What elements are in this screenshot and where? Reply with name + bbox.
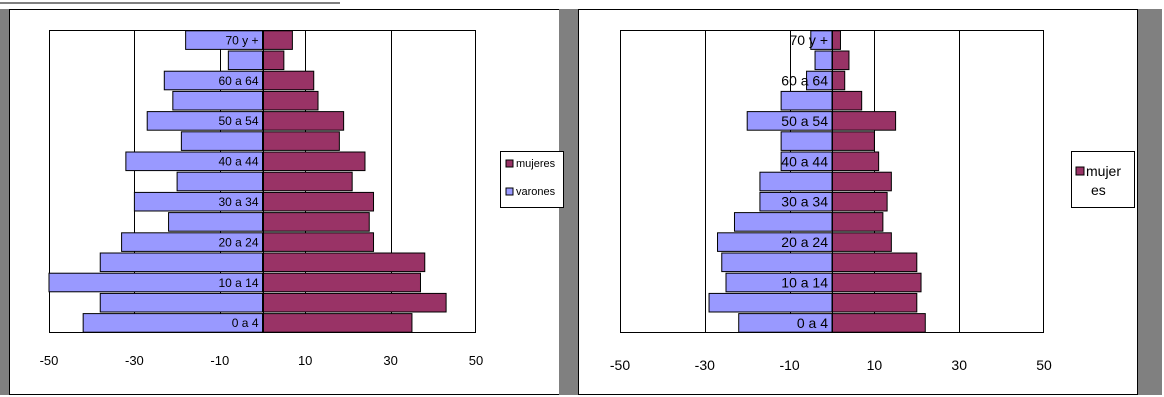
bar-mujeres	[262, 232, 375, 252]
bar-mujeres	[831, 313, 926, 333]
bar-varones	[721, 252, 833, 273]
bar-mujeres	[262, 111, 345, 131]
chart-2: 0 a 4 10 a 14 20 a 24 30 a 34 40 a 44 50 a 54…	[578, 9, 1162, 395]
bar-mujeres	[262, 252, 426, 273]
y-tick-label: 10 a 14	[218, 276, 258, 290]
bar-varones	[172, 90, 263, 111]
x-tick-label: -50	[40, 353, 59, 368]
middle-gray-divider	[568, 9, 578, 395]
legend-label: mujeres	[516, 158, 556, 170]
legend-label: mujer	[1086, 163, 1121, 179]
y-tick-label: 30 a 34	[218, 195, 258, 209]
bar-mujeres	[262, 151, 366, 172]
bar-varones	[82, 313, 263, 333]
legend-swatch	[505, 187, 514, 196]
chart-gray-sidebar	[1138, 9, 1162, 395]
x-tick-label: -10	[779, 357, 799, 373]
bar-mujeres	[262, 171, 353, 192]
bar-mujeres	[831, 292, 918, 313]
bar-varones	[99, 252, 263, 273]
bar-varones	[146, 111, 264, 131]
y-tick-label: 20 a 24	[218, 235, 258, 249]
bar-mujeres	[262, 191, 375, 212]
bar-varones	[133, 191, 263, 212]
chart-1: 0 a 4 10 a 14 20 a 24 30 a 34 40 a 44 50 a 54…	[0, 2, 572, 395]
y-tick-label: 50 a 54	[218, 114, 258, 128]
x-tick-label: 10	[298, 353, 312, 368]
bar-varones	[185, 30, 263, 50]
x-tick-label: 30	[951, 357, 967, 373]
bar-mujeres	[831, 90, 863, 111]
bar-mujeres	[262, 30, 293, 50]
x-tick-label: 30	[383, 353, 397, 368]
legend: mujer es	[1071, 151, 1135, 208]
chart-gray-sidebar	[559, 9, 572, 395]
bar-varones	[814, 50, 833, 71]
bar-varones	[125, 151, 263, 172]
y-tick-label: 30 a 34	[781, 194, 828, 210]
bar-varones	[227, 50, 263, 71]
bar-mujeres	[262, 313, 413, 333]
bar-varones	[180, 131, 263, 151]
x-tick-label: -30	[695, 357, 715, 373]
bar-mujeres	[831, 212, 884, 232]
bar-mujeres	[831, 252, 918, 273]
bar-mujeres	[831, 151, 880, 172]
bar-varones	[780, 131, 833, 151]
bar-mujeres	[262, 292, 447, 313]
x-tick-label: -10	[210, 353, 229, 368]
legend: mujeres varones	[500, 151, 564, 208]
y-tick-label: 40 a 44	[781, 153, 828, 169]
y-tick-label: 0 a 4	[232, 316, 259, 330]
bar-varones	[176, 171, 264, 192]
left-gray-border	[0, 9, 9, 395]
bar-varones	[780, 90, 833, 111]
bar-varones	[708, 292, 833, 313]
bar-varones	[168, 212, 263, 232]
legend-swatch	[1075, 166, 1085, 176]
legend-box	[1071, 151, 1135, 208]
bar-varones	[733, 212, 833, 232]
bar-mujeres	[262, 212, 370, 232]
bar-mujeres	[262, 272, 421, 293]
bar-varones	[759, 171, 833, 192]
y-tick-label: 20 a 24	[781, 234, 828, 250]
bar-varones	[121, 232, 263, 252]
x-tick-label: -50	[610, 357, 630, 373]
y-tick-label: 0 a 4	[797, 315, 828, 331]
bar-varones	[163, 70, 263, 91]
y-tick-label: 50 a 54	[781, 113, 828, 129]
x-tick-label: -30	[125, 353, 144, 368]
bar-mujeres	[262, 70, 315, 91]
legend-label-cont: es	[1091, 182, 1106, 198]
y-tick-label: 10 a 14	[781, 275, 828, 291]
y-tick-label: 70 y +	[789, 32, 828, 48]
legend-label: varones	[516, 186, 556, 198]
bar-mujeres	[831, 272, 922, 293]
bar-mujeres	[831, 191, 888, 212]
bar-mujeres	[831, 50, 850, 71]
bar-varones	[48, 272, 263, 293]
bar-mujeres	[831, 111, 897, 131]
x-tick-label: 50	[1036, 357, 1052, 373]
legend-swatch	[505, 159, 514, 168]
x-tick-label: 10	[867, 357, 883, 373]
y-tick-label: 40 a 44	[218, 155, 258, 169]
bar-mujeres	[831, 131, 875, 151]
bar-mujeres	[831, 30, 841, 50]
bar-mujeres	[262, 50, 285, 71]
bar-mujeres	[831, 171, 892, 192]
x-tick-label: 50	[469, 353, 483, 368]
bar-varones	[99, 292, 263, 313]
bar-mujeres	[262, 131, 340, 151]
bar-mujeres	[831, 232, 892, 252]
y-tick-label: 70 y +	[225, 33, 258, 47]
bar-mujeres	[262, 90, 319, 111]
y-tick-label: 60 a 64	[781, 73, 828, 89]
bar-mujeres	[831, 70, 846, 91]
y-tick-label: 60 a 64	[218, 74, 258, 88]
